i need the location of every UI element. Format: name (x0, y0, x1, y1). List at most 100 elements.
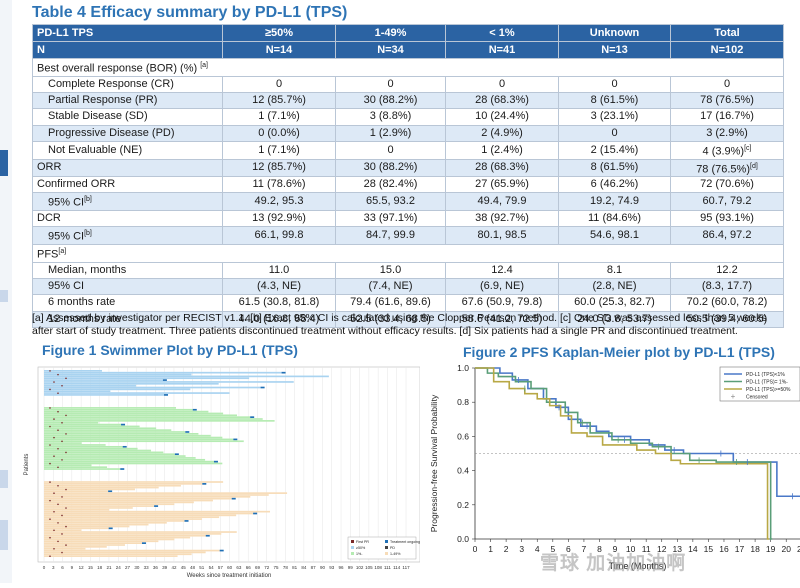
swim-bar (44, 420, 275, 422)
table-cell: (2.8, NE) (558, 278, 671, 296)
first-pr-marker (53, 436, 55, 439)
table-cell: 33 (97.1%) (335, 210, 446, 228)
legend-label: Treatment ongoing (390, 540, 420, 544)
ongoing-arrow (213, 460, 218, 463)
x-tick-label: 7 (582, 544, 587, 554)
x-tick-label: 1 (488, 544, 493, 554)
row-label: Not Evaluable (NE) (32, 140, 223, 160)
first-pr-marker (61, 422, 63, 424)
cell-value: (2.8, NE) (592, 280, 637, 293)
first-pr-marker (65, 507, 67, 509)
figure2-title: Figure 2 PFS Kaplan-Meier plot by PD-L1 … (463, 344, 775, 360)
x-tick-label: 21 (106, 565, 112, 570)
swim-bar (44, 370, 102, 372)
cell-value: 80.1, 98.5 (477, 229, 527, 242)
table-cell: 28 (68.3%) (445, 91, 559, 110)
table-cell: 49.4, 79.9 (445, 192, 559, 212)
footnote-mark: [b] (84, 230, 92, 238)
swimmer-legend: First PR Treatment ongoing ≥50% PD 1%- 1-49% (347, 536, 420, 560)
table-cell: 50.5 (39.4, 60.5) (670, 310, 784, 328)
cell-value: 79.4 (61.6, 89.6) (350, 296, 431, 309)
cell-value: 12 (85.7%) (252, 161, 306, 174)
x-tick-label: 60 (227, 565, 233, 570)
cell-value: 3 (8.8%) (369, 110, 412, 123)
first-pr-marker (61, 514, 63, 517)
cell-value: 52.5 (33.4, 68.5) (350, 312, 431, 325)
swim-bar (44, 505, 155, 507)
x-tick-label: 33 (144, 565, 150, 570)
swim-bar (44, 438, 234, 441)
table-row: ORR 12 (85.7%) 30 (88.2%) 28 (68.3%) 8 (61.5… (32, 158, 784, 178)
x-tick-label: 13 (673, 544, 683, 554)
row-label-text: 12 months rate (48, 312, 122, 325)
legend-censor-symbol: + (731, 392, 736, 401)
x-tick-label: 105 (365, 565, 373, 570)
swim-bar (44, 453, 175, 456)
legend-swatch (385, 546, 388, 549)
x-tick-label: 45 (181, 565, 187, 570)
swim-bar (44, 496, 251, 498)
x-tick-label: 12 (79, 565, 85, 570)
cell-value: 38 (92.7%) (475, 212, 529, 225)
swim-bar (44, 527, 109, 530)
swim-bar (44, 458, 206, 461)
ongoing-arrow (141, 542, 146, 544)
cell-value: (7.4, NE) (368, 280, 413, 293)
first-pr-marker (49, 370, 51, 372)
table-section-row: Best overall response (BOR) (%) [a] (32, 58, 784, 77)
cell-value: 12 (85.7%) (252, 94, 306, 107)
x-tick-label: 10 (626, 544, 636, 554)
table-n-row-cell: N=41 (445, 41, 559, 59)
x-tick-label: 14 (688, 544, 698, 554)
x-tick-label: 51 (199, 565, 205, 570)
first-pr-marker (53, 492, 55, 495)
row-label: PFS[a] (32, 244, 784, 263)
first-pr-marker (57, 466, 59, 469)
first-pr-marker (49, 481, 51, 483)
row-label-text: 95% CI (48, 280, 85, 293)
table-cell: 3 (2.9%) (670, 124, 784, 142)
first-pr-marker (53, 455, 55, 457)
first-pr-marker (53, 418, 55, 420)
swim-bar (44, 484, 181, 487)
swim-bar (44, 408, 193, 411)
ongoing-arrow (184, 520, 189, 522)
row-label: ORR (32, 158, 223, 178)
x-tick-label: 4 (535, 544, 540, 554)
swim-bar (44, 433, 199, 435)
table-cell: 52.5 (33.4, 68.5) (335, 310, 446, 328)
legend-label: 1%- (356, 552, 363, 556)
swim-bar (44, 371, 282, 374)
first-pr-marker (61, 440, 63, 443)
first-pr-marker (57, 503, 59, 506)
legend-box (719, 366, 800, 402)
table-cell: 12 (85.7%) (222, 91, 336, 110)
first-pr-marker (57, 540, 59, 543)
first-pr-marker (61, 496, 63, 498)
cell-value: 60.0 (25.3, 82.7) (574, 296, 655, 309)
swim-bar (44, 508, 110, 511)
swim-bar (44, 429, 172, 431)
table-cell: 79.4 (61.6, 89.6) (335, 294, 446, 312)
cell-value: 65.5, 93.2 (366, 195, 415, 208)
cell-value: 84.7, 99.9 (366, 229, 415, 242)
first-pr-marker (65, 451, 67, 454)
swim-bar (44, 460, 214, 463)
swim-bar (44, 516, 220, 519)
table-header-row-cell: 1-49% (335, 24, 446, 42)
first-pr-marker (65, 377, 67, 380)
swim-bar (44, 520, 185, 522)
swim-bar (44, 382, 219, 385)
swim-bar (44, 451, 164, 454)
legend-label: Censored (746, 395, 768, 401)
x-tick-label: 87 (311, 565, 317, 570)
swim-bar (44, 492, 288, 494)
swim-bar (44, 440, 244, 443)
y-tick-label: 0.8 (457, 397, 469, 407)
cell-value: 3 (23.1%) (590, 110, 639, 123)
table-cell: 3 (23.1%) (558, 108, 671, 126)
table-cell: 60.7, 79.2 (670, 192, 784, 212)
cell-value: 0 (275, 77, 283, 90)
ongoing-arrow (108, 527, 113, 530)
table-cell: 80.1, 98.5 (445, 226, 559, 246)
